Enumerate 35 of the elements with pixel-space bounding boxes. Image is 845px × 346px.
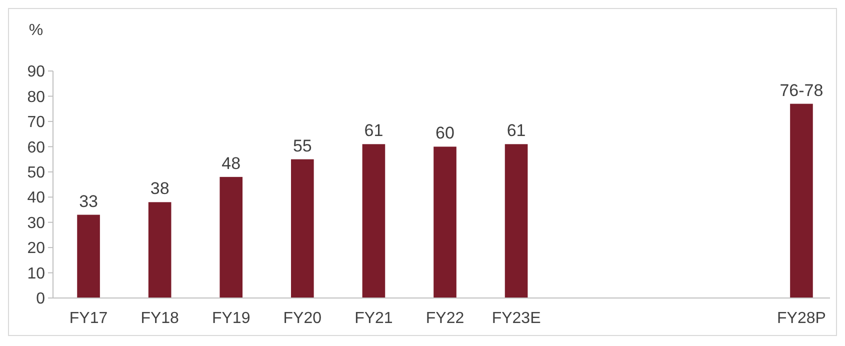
data-label: 48 — [222, 154, 241, 173]
x-tick-label: FY22 — [426, 310, 464, 327]
data-label: 61 — [506, 121, 526, 140]
bar — [148, 202, 172, 298]
y-tick-label: 60 — [27, 139, 46, 156]
data-label: 55 — [292, 136, 312, 156]
y-tick-label: 40 — [27, 190, 46, 207]
data-label: 76-78 — [780, 80, 824, 100]
x-tick-label: FY23E — [492, 310, 541, 327]
bar — [77, 214, 100, 298]
x-tick-label: FY20 — [283, 310, 322, 327]
bar — [220, 176, 243, 298]
bar — [790, 104, 813, 298]
bar — [504, 144, 528, 298]
data-label: 38 — [150, 179, 170, 198]
data-label: 61 — [364, 121, 384, 140]
y-tick-label: 30 — [27, 214, 46, 232]
y-tick-label: 80 — [27, 88, 46, 106]
y-tick-label: 90 — [27, 64, 46, 81]
x-tick-label: FY18 — [140, 310, 180, 327]
x-tick-label: FY21 — [354, 310, 393, 327]
bar — [362, 144, 386, 298]
data-label: 60 — [436, 124, 454, 143]
y-tick-label: 0 — [36, 290, 46, 308]
x-tick-label: FY17 — [69, 310, 108, 327]
data-label: 33 — [79, 192, 98, 211]
x-tick-label: FY28P — [777, 310, 826, 327]
x-tick-label: FY19 — [212, 310, 250, 327]
y-axis-title: % — [28, 22, 44, 39]
y-tick-label: 70 — [27, 114, 46, 132]
bar — [434, 146, 456, 298]
y-tick-label: 20 — [27, 240, 46, 258]
bar — [291, 159, 314, 298]
y-tick-label: 10 — [27, 265, 46, 282]
y-tick-label: 50 — [27, 164, 46, 182]
